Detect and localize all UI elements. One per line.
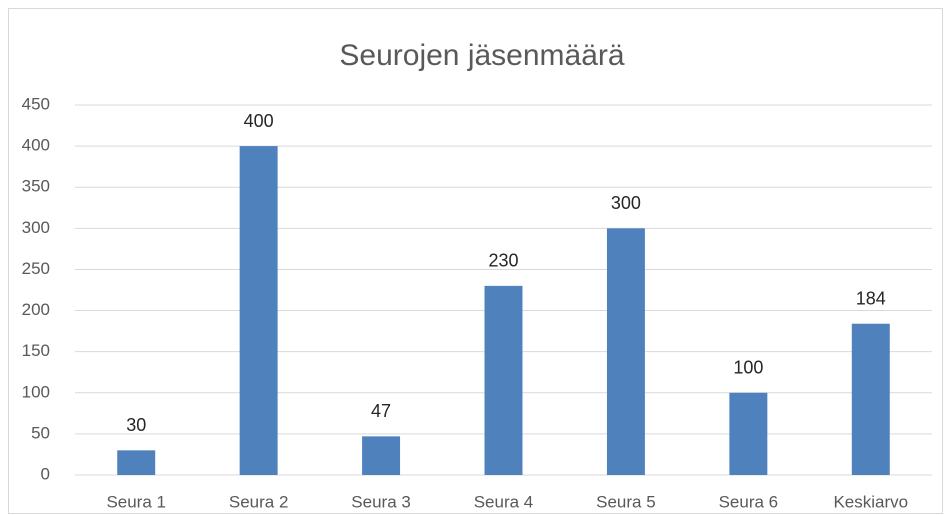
x-tick-label: Seura 1: [106, 492, 166, 511]
chart-border: [8, 8, 943, 514]
bar: [239, 146, 278, 475]
x-tick-label: Keskiarvo: [833, 492, 908, 511]
bar: [729, 392, 768, 475]
y-tick-label: 350: [22, 177, 50, 196]
y-tick-label: 50: [31, 423, 50, 442]
data-label: 100: [733, 358, 763, 378]
y-tick-label: 0: [41, 464, 50, 483]
y-tick-label: 400: [22, 136, 50, 155]
bar: [362, 436, 401, 475]
data-label: 300: [611, 193, 641, 213]
x-tick-label: Seura 6: [719, 492, 779, 511]
y-tick-label: 150: [22, 341, 50, 360]
data-label: 30: [126, 415, 146, 435]
y-tick-label: 450: [22, 94, 50, 113]
chart-title: Seurojen jäsenmäärä: [339, 39, 624, 72]
x-tick-label: Seura 4: [474, 492, 534, 511]
x-tick-label: Seura 2: [229, 492, 289, 511]
data-label: 230: [488, 251, 518, 271]
data-label: 400: [244, 111, 274, 131]
data-label: 47: [371, 401, 391, 421]
y-tick-label: 100: [22, 382, 50, 401]
bar: [117, 450, 156, 475]
y-tick-label: 200: [22, 300, 50, 319]
data-label: 184: [856, 288, 886, 308]
x-tick-label: Seura 5: [596, 492, 656, 511]
bar: [606, 228, 645, 475]
y-tick-label: 300: [22, 218, 50, 237]
x-tick-label: Seura 3: [351, 492, 411, 511]
y-tick-label: 250: [22, 259, 50, 278]
bar: [484, 285, 523, 475]
bar: [851, 323, 890, 475]
